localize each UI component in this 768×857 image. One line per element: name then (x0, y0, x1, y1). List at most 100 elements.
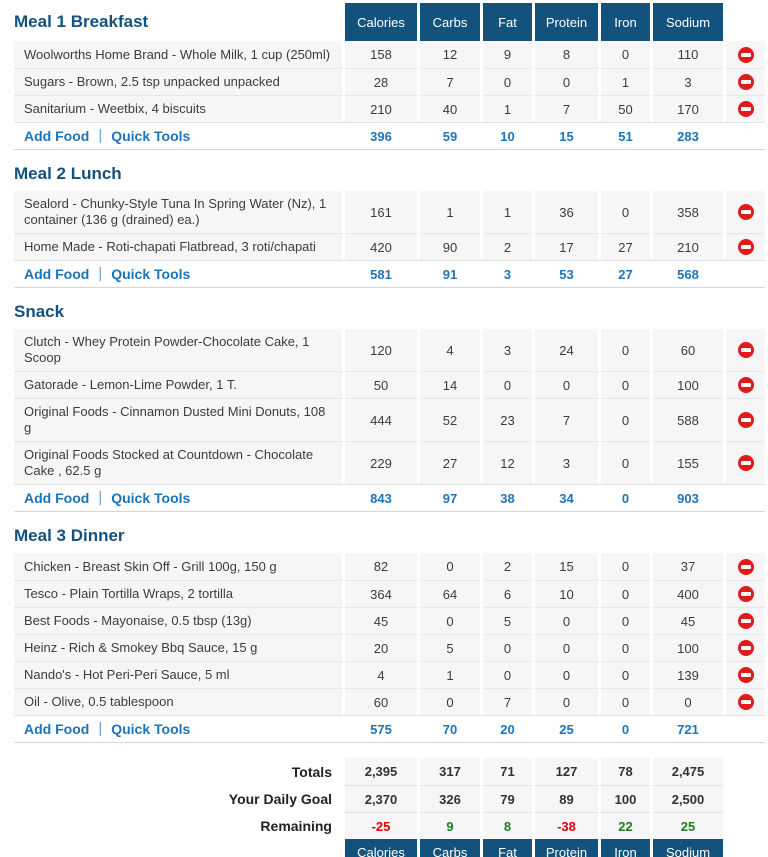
remaining-label: Remaining (14, 812, 342, 839)
column-header-iron: Iron (601, 3, 650, 41)
delete-entry-icon[interactable] (737, 101, 754, 117)
quick-tools-link[interactable]: Quick Tools (111, 266, 191, 282)
protein-cell: 24 (535, 329, 598, 371)
fat-cell: 0 (483, 634, 532, 661)
delete-entry-icon[interactable] (737, 640, 754, 656)
delete-entry-icon[interactable] (737, 74, 754, 90)
delete-entry-icon[interactable] (737, 667, 754, 683)
remaining-row: Remaining -25 9 8 -38 22 25 (14, 812, 765, 839)
column-header-fat: Fat (483, 3, 532, 41)
carbs-cell: 90 (420, 233, 480, 260)
delete-entry-icon[interactable] (737, 613, 754, 629)
calories-cell: 161 (345, 191, 417, 233)
column-header-carbs: Carbs (420, 3, 480, 41)
quick-tools-link[interactable]: Quick Tools (111, 721, 191, 737)
sodium-cell: 155 (653, 441, 723, 484)
delete-entry-icon[interactable] (737, 694, 754, 710)
food-name[interactable]: Home Made - Roti-chapati Flatbread, 3 ro… (14, 233, 342, 260)
add-food-link[interactable]: Add Food (24, 721, 90, 737)
fat-cell: 1 (483, 191, 532, 233)
food-name[interactable]: Best Foods - Mayonaise, 0.5 tbsp (13g) (14, 607, 342, 634)
food-name[interactable]: Sanitarium - Weetbix, 4 biscuits (14, 95, 342, 122)
fat-cell: 23 (483, 398, 532, 441)
food-name[interactable]: Oil - Olive, 0.5 tablespoon (14, 688, 342, 715)
meal-section-lunch: Meal 2 Lunch Sealord - Chunky-Style Tuna… (14, 164, 765, 288)
delete-entry-icon[interactable] (737, 558, 754, 575)
meal-total-fat: 20 (483, 716, 532, 742)
table-row: Chicken - Breast Skin Off - Grill 100g, … (14, 553, 765, 580)
food-name[interactable]: Clutch - Whey Protein Powder-Chocolate C… (14, 329, 342, 371)
sodium-cell: 100 (653, 371, 723, 398)
food-name[interactable]: Sealord - Chunky-Style Tuna In Spring Wa… (14, 191, 342, 233)
meal-total-sodium: 283 (653, 123, 723, 149)
remaining-carbs: 9 (420, 812, 480, 839)
fat-cell: 5 (483, 607, 532, 634)
meal-total-calories: 396 (345, 123, 417, 149)
delete-entry-icon[interactable] (737, 377, 754, 393)
delete-entry-icon[interactable] (737, 412, 754, 428)
sodium-cell: 170 (653, 95, 723, 122)
remaining-fat: 8 (483, 812, 532, 839)
add-food-link[interactable]: Add Food (24, 128, 90, 144)
goal-protein: 89 (535, 785, 598, 812)
delete-entry-icon[interactable] (737, 455, 754, 471)
food-name[interactable]: Original Foods - Cinnamon Dusted Mini Do… (14, 398, 342, 441)
protein-cell: 0 (535, 634, 598, 661)
iron-cell: 27 (601, 233, 650, 260)
delete-entry-icon[interactable] (737, 239, 754, 255)
calories-cell: 20 (345, 634, 417, 661)
food-name[interactable]: Nando's - Hot Peri-Peri Sauce, 5 ml (14, 661, 342, 688)
table-row: Home Made - Roti-chapati Flatbread, 3 ro… (14, 233, 765, 260)
carbs-cell: 5 (420, 634, 480, 661)
food-name[interactable]: Gatorade - Lemon-Lime Powder, 1 T. (14, 371, 342, 398)
meal-total-iron: 27 (601, 261, 650, 287)
calories-cell: 4 (345, 661, 417, 688)
iron-cell: 0 (601, 441, 650, 484)
column-footer-carbs: Carbs (420, 839, 480, 857)
delete-entry-icon[interactable] (737, 342, 754, 358)
delete-entry-icon[interactable] (737, 586, 754, 602)
table-row: Original Foods - Cinnamon Dusted Mini Do… (14, 398, 765, 441)
protein-cell: 0 (535, 371, 598, 398)
protein-cell: 7 (535, 398, 598, 441)
carbs-cell: 0 (420, 553, 480, 580)
quick-tools-link[interactable]: Quick Tools (111, 490, 191, 506)
meal-total-iron: 0 (601, 716, 650, 742)
food-name[interactable]: Sugars - Brown, 2.5 tsp unpacked unpacke… (14, 68, 342, 95)
column-footer-protein: Protein (535, 839, 598, 857)
table-row: Woolworths Home Brand - Whole Milk, 1 cu… (14, 41, 765, 68)
meal-total-iron: 0 (601, 485, 650, 511)
fat-cell: 2 (483, 553, 532, 580)
protein-cell: 7 (535, 95, 598, 122)
delete-entry-icon[interactable] (737, 46, 754, 63)
protein-cell: 0 (535, 688, 598, 715)
iron-cell: 0 (601, 580, 650, 607)
total-protein: 127 (535, 758, 598, 785)
table-row: Tesco - Plain Tortilla Wraps, 2 tortilla… (14, 580, 765, 607)
quick-tools-link[interactable]: Quick Tools (111, 128, 191, 144)
food-name[interactable]: Heinz - Rich & Smokey Bbq Sauce, 15 g (14, 634, 342, 661)
sodium-cell: 45 (653, 607, 723, 634)
meal-total-calories: 581 (345, 261, 417, 287)
meal-total-carbs: 70 (420, 716, 480, 742)
food-name[interactable]: Tesco - Plain Tortilla Wraps, 2 tortilla (14, 580, 342, 607)
diary-header-row: Meal 1 Breakfast Calories Carbs Fat Prot… (14, 3, 765, 41)
food-name[interactable]: Original Foods Stocked at Countdown - Ch… (14, 441, 342, 484)
add-food-link[interactable]: Add Food (24, 490, 90, 506)
iron-cell: 0 (601, 661, 650, 688)
calories-cell: 444 (345, 398, 417, 441)
total-carbs: 317 (420, 758, 480, 785)
add-food-link[interactable]: Add Food (24, 266, 90, 282)
delete-entry-icon[interactable] (737, 204, 754, 220)
total-calories: 2,395 (345, 758, 417, 785)
daily-goal-row: Your Daily Goal 2,370 326 79 89 100 2,50… (14, 785, 765, 812)
food-name[interactable]: Woolworths Home Brand - Whole Milk, 1 cu… (14, 41, 342, 68)
calories-cell: 50 (345, 371, 417, 398)
meal-section-dinner: Meal 3 Dinner Chicken - Breast Skin Off … (14, 526, 765, 743)
calories-cell: 82 (345, 553, 417, 580)
daily-summary: Totals 2,395 317 71 127 78 2,475 Your Da… (14, 758, 765, 857)
sodium-cell: 588 (653, 398, 723, 441)
sodium-cell: 37 (653, 553, 723, 580)
calories-cell: 158 (345, 41, 417, 68)
food-name[interactable]: Chicken - Breast Skin Off - Grill 100g, … (14, 553, 342, 580)
